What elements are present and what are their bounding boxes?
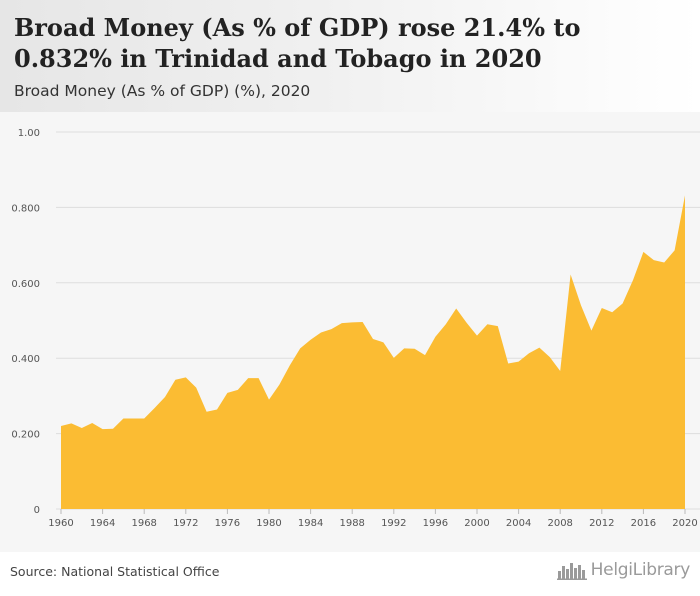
data-point[interactable] xyxy=(100,427,105,432)
data-point[interactable] xyxy=(558,369,563,374)
data-point[interactable] xyxy=(620,301,625,306)
data-point[interactable] xyxy=(599,306,604,311)
x-tick-label: 2016 xyxy=(631,518,656,529)
data-point[interactable] xyxy=(423,353,428,358)
data-point[interactable] xyxy=(183,375,188,380)
data-point[interactable] xyxy=(391,355,396,360)
chart-area: 0 0.200 0.400 0.600 0.800 1.00 1960 1964 1968 197… xyxy=(0,112,700,552)
y-tick-label: 0.200 xyxy=(11,430,40,441)
data-point[interactable] xyxy=(246,376,251,381)
data-point[interactable] xyxy=(589,328,594,333)
data-point[interactable] xyxy=(683,193,688,198)
data-point[interactable] xyxy=(79,425,84,430)
data-point[interactable] xyxy=(610,310,615,315)
x-tick-label: 1988 xyxy=(339,518,364,529)
area-chart: 0 0.200 0.400 0.600 0.800 1.00 1960 1964 1968 197… xyxy=(11,128,700,529)
footer: Source: National Statistical Office Helg… xyxy=(0,552,700,596)
data-point[interactable] xyxy=(527,351,532,356)
brand-logo[interactable]: HelgiLibrary xyxy=(556,560,691,580)
data-point[interactable] xyxy=(350,320,355,325)
data-point[interactable] xyxy=(547,355,552,360)
data-point[interactable] xyxy=(433,334,438,339)
data-point[interactable] xyxy=(287,363,292,368)
data-point[interactable] xyxy=(475,333,480,338)
x-tick-label: 1972 xyxy=(173,518,198,529)
data-point[interactable] xyxy=(131,416,136,421)
data-point[interactable] xyxy=(631,278,636,283)
data-point[interactable] xyxy=(662,260,667,265)
data-point[interactable] xyxy=(59,424,64,429)
data-point[interactable] xyxy=(464,320,469,325)
data-point[interactable] xyxy=(516,359,521,364)
y-tick-label: 0.600 xyxy=(11,279,40,290)
data-point[interactable] xyxy=(339,321,344,326)
data-point[interactable] xyxy=(173,377,178,382)
data-point[interactable] xyxy=(142,416,147,421)
data-point[interactable] xyxy=(506,361,511,366)
x-tick-label: 1976 xyxy=(215,518,240,529)
data-point[interactable] xyxy=(454,306,459,311)
data-point[interactable] xyxy=(90,421,95,426)
y-tick-label: 0.400 xyxy=(11,354,40,365)
source-note: Source: National Statistical Office xyxy=(10,564,220,579)
y-tick-label: 0 xyxy=(34,505,40,516)
header: Broad Money (As % of GDP) rose 21.4% to … xyxy=(0,0,700,112)
y-tick-label: 0.800 xyxy=(11,203,40,214)
series-area xyxy=(61,195,685,509)
chart-subtitle: Broad Money (As % of GDP) (%), 2020 xyxy=(14,82,311,100)
data-point[interactable] xyxy=(256,376,261,381)
data-point[interactable] xyxy=(495,324,500,329)
data-point[interactable] xyxy=(235,387,240,392)
data-point[interactable] xyxy=(308,337,313,342)
data-point[interactable] xyxy=(319,330,324,335)
data-point[interactable] xyxy=(194,385,199,390)
data-point[interactable] xyxy=(215,407,220,412)
data-point[interactable] xyxy=(672,248,677,253)
data-point[interactable] xyxy=(651,258,656,263)
data-point[interactable] xyxy=(204,409,209,414)
data-point[interactable] xyxy=(641,249,646,254)
data-point[interactable] xyxy=(579,303,584,308)
data-point[interactable] xyxy=(163,395,168,400)
data-point[interactable] xyxy=(360,320,365,325)
data-point[interactable] xyxy=(412,346,417,351)
data-point[interactable] xyxy=(537,345,542,350)
x-tick-label: 1992 xyxy=(381,518,406,529)
data-point[interactable] xyxy=(381,340,386,345)
y-tick-label: 1.00 xyxy=(18,128,40,139)
page-title: Broad Money (As % of GDP) rose 21.4% to … xyxy=(14,13,581,73)
x-tick-label: 2020 xyxy=(672,518,697,529)
data-point[interactable] xyxy=(329,327,334,332)
x-tick-label: 1996 xyxy=(423,518,448,529)
data-point[interactable] xyxy=(69,421,74,426)
data-point[interactable] xyxy=(111,426,116,431)
data-point[interactable] xyxy=(121,416,126,421)
data-point[interactable] xyxy=(225,390,230,395)
x-tick-label: 2000 xyxy=(464,518,489,529)
data-point[interactable] xyxy=(371,336,376,341)
x-tick-label: 1980 xyxy=(256,518,281,529)
x-tick-label: 2004 xyxy=(506,518,531,529)
data-point[interactable] xyxy=(277,382,282,387)
x-tick-label: 1960 xyxy=(48,518,73,529)
data-point[interactable] xyxy=(402,346,407,351)
x-tick-label: 1984 xyxy=(298,518,323,529)
x-tick-label: 1968 xyxy=(131,518,156,529)
data-point[interactable] xyxy=(152,405,157,410)
brand-name: HelgiLibrary xyxy=(590,560,691,580)
x-tick-label: 2012 xyxy=(589,518,614,529)
data-point[interactable] xyxy=(267,397,272,402)
city-skyline-icon xyxy=(556,563,587,580)
data-point[interactable] xyxy=(568,272,573,277)
data-point[interactable] xyxy=(443,322,448,327)
x-tick-label: 2008 xyxy=(547,518,572,529)
data-point[interactable] xyxy=(485,322,490,327)
x-tick-label: 1964 xyxy=(90,518,115,529)
data-point[interactable] xyxy=(298,346,303,351)
